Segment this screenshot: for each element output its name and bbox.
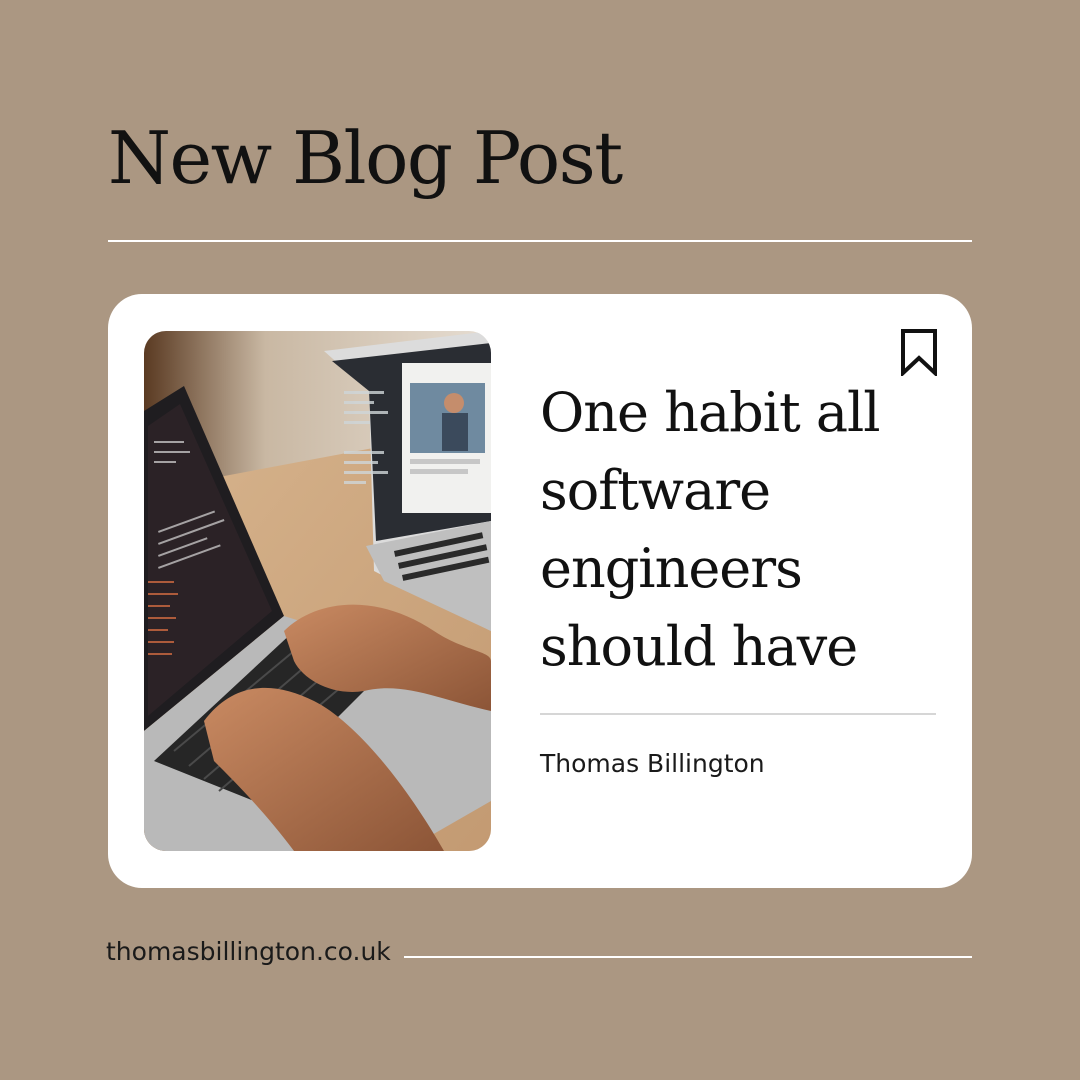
card-divider (540, 713, 936, 715)
post-image (144, 331, 491, 851)
website-link[interactable]: thomasbillington.co.uk (106, 937, 391, 966)
footer-divider (404, 956, 972, 958)
page-title: New Blog Post (108, 116, 623, 200)
title-divider (108, 240, 972, 242)
author-name: Thomas Billington (540, 749, 765, 778)
bookmark-icon[interactable] (900, 328, 938, 376)
post-title[interactable]: One habit all software engineers should … (540, 381, 881, 678)
blog-post-card[interactable]: One habit all software engineers should … (108, 294, 972, 888)
